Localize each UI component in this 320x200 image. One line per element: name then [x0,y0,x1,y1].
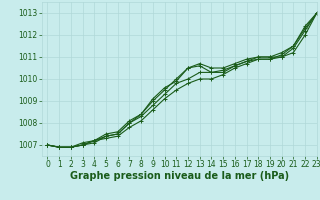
X-axis label: Graphe pression niveau de la mer (hPa): Graphe pression niveau de la mer (hPa) [70,171,289,181]
